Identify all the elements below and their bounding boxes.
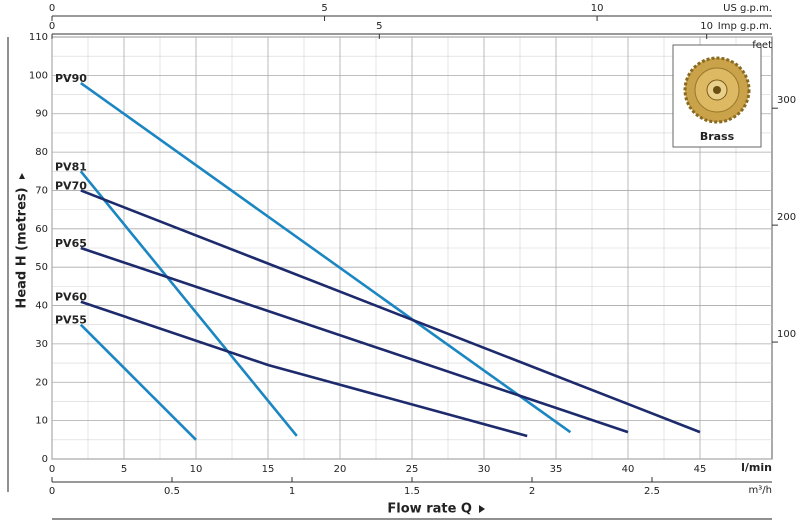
x-tick-label: 35 (550, 464, 563, 475)
series-line (80, 189, 701, 434)
y-tick-label: 110 (29, 32, 48, 43)
series-label: PV90 (55, 72, 87, 85)
y-tick-label: 60 (35, 224, 48, 235)
x-tick-label: 10 (190, 464, 203, 475)
series-line (80, 81, 572, 434)
axis-tick-label: 2.5 (644, 486, 660, 497)
series-line (79, 323, 197, 441)
axis-tick-label: 1.5 (404, 486, 420, 497)
series-line (80, 246, 629, 434)
y-axis-label: Head H (metres) (15, 187, 30, 308)
series-line (79, 170, 298, 437)
x-tick-label: 30 (478, 464, 491, 475)
axis-label: US g.p.m. (723, 3, 772, 14)
inset: Brass (672, 44, 762, 148)
axis-tick-label: 5 (321, 3, 327, 14)
y-arrow (19, 173, 25, 179)
y-tick-label: 80 (35, 147, 48, 158)
y-tick-label: 30 (35, 339, 48, 350)
x-tick-label: 40 (622, 464, 635, 475)
y2-axis-label: feet (752, 40, 772, 51)
flow-arrow (479, 505, 485, 513)
x-tick-label: 5 (121, 464, 127, 475)
axis-tick-label: 10 (591, 3, 604, 14)
series-label: PV60 (55, 291, 87, 304)
impeller-bore (713, 86, 721, 94)
y-tick-label: 20 (35, 377, 48, 388)
axis-tick-label: 0 (49, 486, 55, 497)
y-tick-label: 50 (35, 262, 48, 273)
x-tick-label: 20 (334, 464, 347, 475)
y-tick-label: 0 (42, 454, 48, 465)
axis-tick-label: 5 (376, 21, 382, 32)
series-label: PV65 (55, 237, 87, 250)
y2-tick-label: 100 (777, 329, 796, 340)
flow-label: Flow rate Q (387, 502, 472, 517)
y2-tick-label: 300 (777, 95, 796, 106)
x-tick-label: 45 (694, 464, 707, 475)
x-axis-label: l/min (741, 461, 772, 474)
axis-tick-label: 0.5 (164, 486, 180, 497)
axis-tick-label: 10 (700, 21, 713, 32)
y-tick-label: 100 (29, 70, 48, 81)
series-line (80, 300, 528, 438)
axis-tick-label: 1 (289, 486, 295, 497)
y2-tick-label: 200 (777, 212, 796, 223)
y-tick-label: 10 (35, 416, 48, 427)
y-tick-label: 70 (35, 185, 48, 196)
axis-tick-label: 2 (529, 486, 535, 497)
axis-label: Imp g.p.m. (718, 21, 772, 32)
y-tick-label: 90 (35, 109, 48, 120)
series-label: PV81 (55, 160, 87, 173)
series-label: PV70 (55, 179, 87, 192)
x-tick-label: 0 (49, 464, 55, 475)
x-tick-label: 15 (262, 464, 275, 475)
series-label: PV55 (55, 314, 87, 327)
y-tick-label: 40 (35, 301, 48, 312)
x-tick-label: 25 (406, 464, 419, 475)
axis-tick-label: 0 (49, 3, 55, 14)
axis-tick-label: 0 (49, 21, 55, 32)
inset-label: Brass (700, 130, 735, 143)
bottom-axis-label: m³/h (749, 485, 772, 496)
